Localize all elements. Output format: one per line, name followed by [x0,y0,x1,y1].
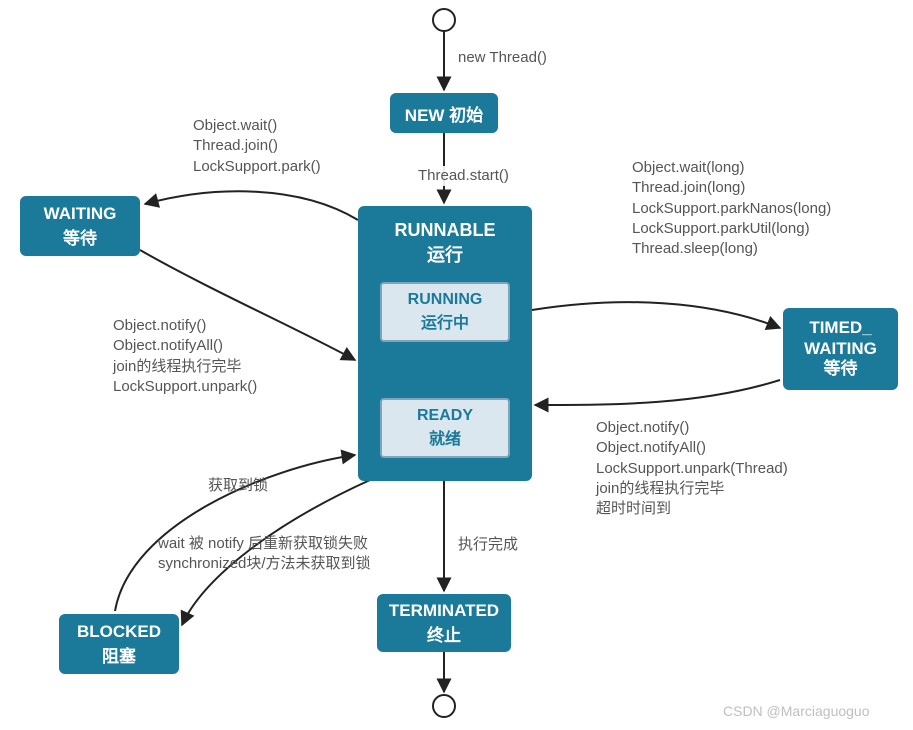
label-thread-start: Thread.start() [416,166,511,186]
label-line: Object.notify() [596,418,788,438]
node-ready-label1: READY [417,407,473,425]
label-line: LockSupport.parkUtil(long) [632,219,831,239]
node-timed-label1: TIMED_ [809,318,871,338]
label-line: join的线程执行完毕 [113,357,257,377]
node-waiting: WAITING 等待 [20,196,140,256]
label-line: Object.notifyAll() [596,438,788,458]
label-line: LockSupport.parkNanos(long) [632,199,831,219]
node-blocked-label1: BLOCKED [77,622,161,642]
edge-runnable-timed [532,302,780,328]
edge-timed-runnable [535,380,780,405]
node-new-label: NEW 初始 [405,101,483,126]
node-running-label2: 运行中 [421,309,469,333]
node-terminated-label1: TERMINATED [389,601,499,621]
node-running-label1: RUNNING [408,291,483,309]
label-line: LockSupport.unpark(Thread) [596,459,788,479]
label-line: join的线程执行完毕 [596,479,788,499]
label-to-timed: Object.wait(long) Thread.join(long) Lock… [632,158,831,259]
node-blocked: BLOCKED 阻塞 [59,614,179,674]
label-got-lock: 获取到锁 [208,476,268,496]
initial-node [433,9,455,31]
label-to-blocked: wait 被 notify 后重新获取锁失败 synchronized块/方法未… [158,534,371,575]
label-exec-done: 执行完成 [458,535,518,555]
label-to-waiting: Object.wait() Thread.join() LockSupport.… [193,116,321,177]
node-new: NEW 初始 [390,93,498,133]
node-ready-label2: 就绪 [429,425,461,449]
label-line: synchronized块/方法未获取到锁 [158,554,371,574]
label-line: Thread.join() [193,136,321,156]
node-blocked-label2: 阻塞 [102,642,136,667]
label-line: Object.wait() [193,116,321,136]
label-new-thread: new Thread() [458,48,547,68]
label-line: Thread.sleep(long) [632,239,831,259]
node-waiting-label1: WAITING [44,204,117,224]
label-from-waiting: Object.notify() Object.notifyAll() join的… [113,316,257,397]
label-line: LockSupport.unpark() [113,377,257,397]
node-timed-waiting: TIMED_ WAITING 等待 [783,308,898,390]
label-line: Thread.join(long) [632,178,831,198]
node-terminated-label2: 终止 [427,621,461,646]
label-line: Object.wait(long) [632,158,831,178]
watermark: CSDN @Marciaguoguo [723,703,870,719]
node-timed-label3: 等待 [824,359,858,379]
node-waiting-label2: 等待 [63,224,97,249]
label-line: new Thread() [458,48,547,68]
label-line: wait 被 notify 后重新获取锁失败 [158,534,371,554]
label-line: 执行完成 [458,535,518,555]
node-ready: READY 就绪 [380,398,510,458]
label-line: Thread.start() [418,166,509,186]
node-runnable-label2: 运行 [427,241,463,267]
edge-runnable-waiting [145,191,358,220]
label-line: Object.notifyAll() [113,336,257,356]
node-runnable-label1: RUNNABLE [395,220,496,241]
label-from-timed: Object.notify() Object.notifyAll() LockS… [596,418,788,519]
node-running: RUNNING 运行中 [380,282,510,342]
label-line: 获取到锁 [208,476,268,496]
label-line: LockSupport.park() [193,157,321,177]
node-timed-label2: WAITING [804,339,877,359]
final-node [433,695,455,717]
label-line: 超时时间到 [596,499,788,519]
label-line: Object.notify() [113,316,257,336]
node-terminated: TERMINATED 终止 [377,594,511,652]
